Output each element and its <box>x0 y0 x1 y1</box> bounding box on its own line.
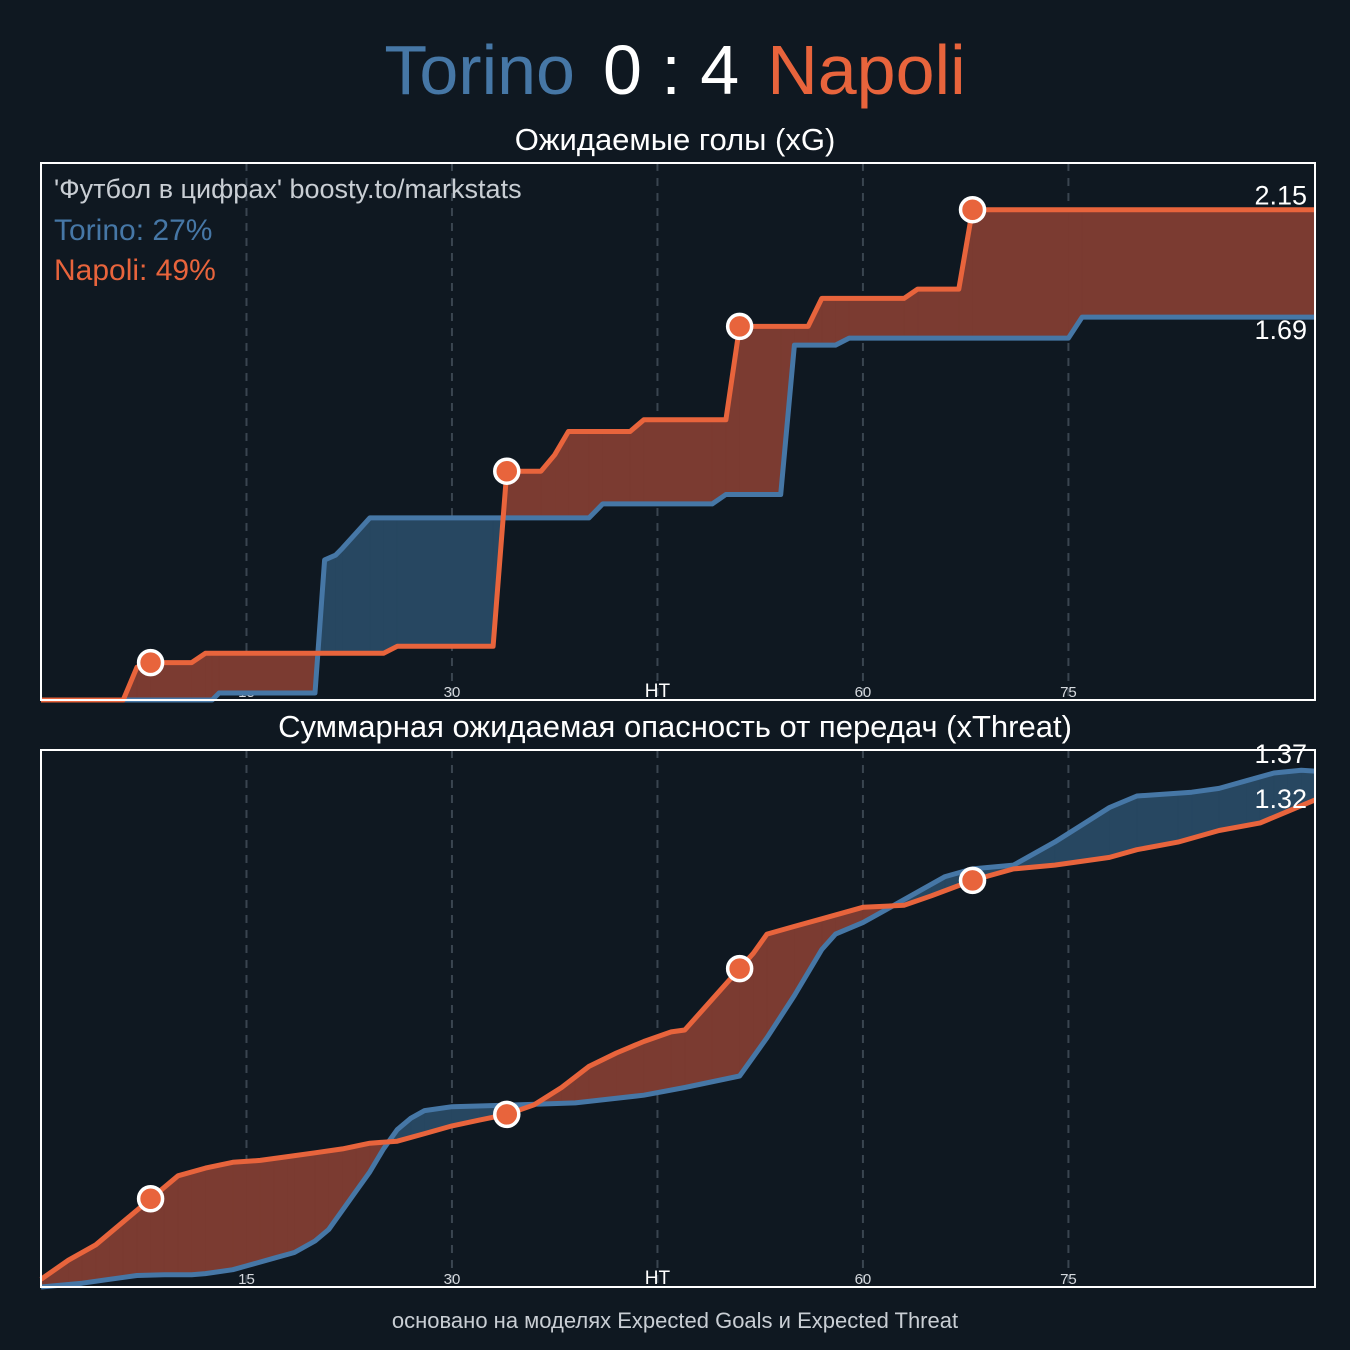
xg-goal-marker <box>958 195 987 224</box>
xthreat-gap-fill <box>273 1156 288 1259</box>
xg-gap-fill <box>568 431 590 519</box>
xthreat-away-end-value: 1.32 <box>1254 784 1307 814</box>
credit-text: 'Футбол в цифрах' boosty.to/markstats <box>54 174 522 204</box>
xthreat-gap-fill <box>1177 791 1193 843</box>
footer-note: основано на моделях Expected Goals и Exp… <box>391 1308 959 1333</box>
xthreat-gap-fill <box>287 1155 295 1255</box>
xthreat-goal-marker <box>136 1185 165 1213</box>
xg-gap-fill <box>383 517 398 654</box>
xthreat-x-tick-label: 60 <box>855 1271 872 1288</box>
xthreat-chart-title: Суммарная ожидаемая опасность от передач… <box>278 709 1072 744</box>
xg-gap-fill <box>335 547 343 654</box>
away-share-text: Napoli: 49% <box>54 254 216 287</box>
xg-gap-fill <box>218 653 316 694</box>
xthreat-goal-marker <box>958 866 987 895</box>
xthreat-home-line <box>40 767 1316 1290</box>
xthreat-x-tick-label: 15 <box>238 1271 255 1288</box>
xg-home-line <box>41 314 1315 703</box>
xg-gap-fill <box>821 298 836 346</box>
xg-plot-frame <box>40 162 1316 701</box>
xg-x-tick-label: 75 <box>1060 684 1077 701</box>
home-share-text: Torino: 27% <box>54 214 212 247</box>
xg-gap-fill <box>917 288 960 339</box>
xg-x-tick-label: 60 <box>855 684 872 701</box>
xg-gap-fill <box>369 517 384 654</box>
xg-goal-marker <box>136 648 165 677</box>
xthreat-x-tick-label: HT <box>645 1268 671 1289</box>
xg-gap-fill <box>342 517 371 654</box>
xthreat-gap-fill <box>259 1158 275 1263</box>
xthreat-home-end-value: 1.37 <box>1254 739 1307 769</box>
match-score: 0 : 4 <box>602 31 740 109</box>
xthreat-gap-fill <box>246 1160 261 1267</box>
xthreat-gap-fill <box>177 1171 192 1276</box>
xg-x-tick-label: HT <box>645 681 671 702</box>
home-team-name: Torino <box>384 31 575 109</box>
match-headline: Torino 0 : 4 Napoli <box>0 28 1350 112</box>
xg-gap-fill <box>794 326 809 346</box>
xg-gap-fill <box>739 326 782 495</box>
xg-goal-marker <box>725 312 754 341</box>
xthreat-gap-fill <box>670 1029 686 1091</box>
xg-gap-fill <box>848 298 905 339</box>
xg-gap-fill <box>396 517 494 647</box>
xthreat-gap-fill <box>314 1150 329 1242</box>
xg-x-tick-label: 30 <box>444 684 461 701</box>
xthreat-x-tick-label: 75 <box>1060 1271 1077 1288</box>
xg-chart-title: Ожидаемые голы (xG) <box>514 122 836 157</box>
xg-away-line <box>41 207 1315 703</box>
xthreat-x-tick-label: 30 <box>444 1271 461 1288</box>
xg-gap-fill <box>711 419 727 505</box>
xg-gap-fill <box>1081 209 1316 318</box>
xthreat-goal-marker <box>725 954 754 983</box>
away-team-name: Napoli <box>767 31 966 109</box>
xg-goal-marker <box>493 457 521 485</box>
xg-away-end-value: 2.15 <box>1254 181 1307 211</box>
xg-gap-fill <box>643 419 713 505</box>
xthreat-away-line <box>39 797 1316 1282</box>
xg-gap-fill <box>205 653 213 701</box>
xthreat-plot-frame <box>40 749 1316 1288</box>
xg-gap-fill <box>972 209 1069 339</box>
xg-home-end-value: 1.69 <box>1254 315 1307 345</box>
xthreat-gap-fill <box>191 1167 206 1276</box>
xthreat-gap-fill <box>205 1161 234 1274</box>
xthreat-gap-fill <box>232 1161 247 1271</box>
xthreat-goal-marker <box>493 1100 521 1129</box>
xthreat-gap-fill <box>163 1175 179 1276</box>
xg-gap-fill <box>602 431 631 505</box>
xthreat-gap-fill <box>294 1152 316 1253</box>
